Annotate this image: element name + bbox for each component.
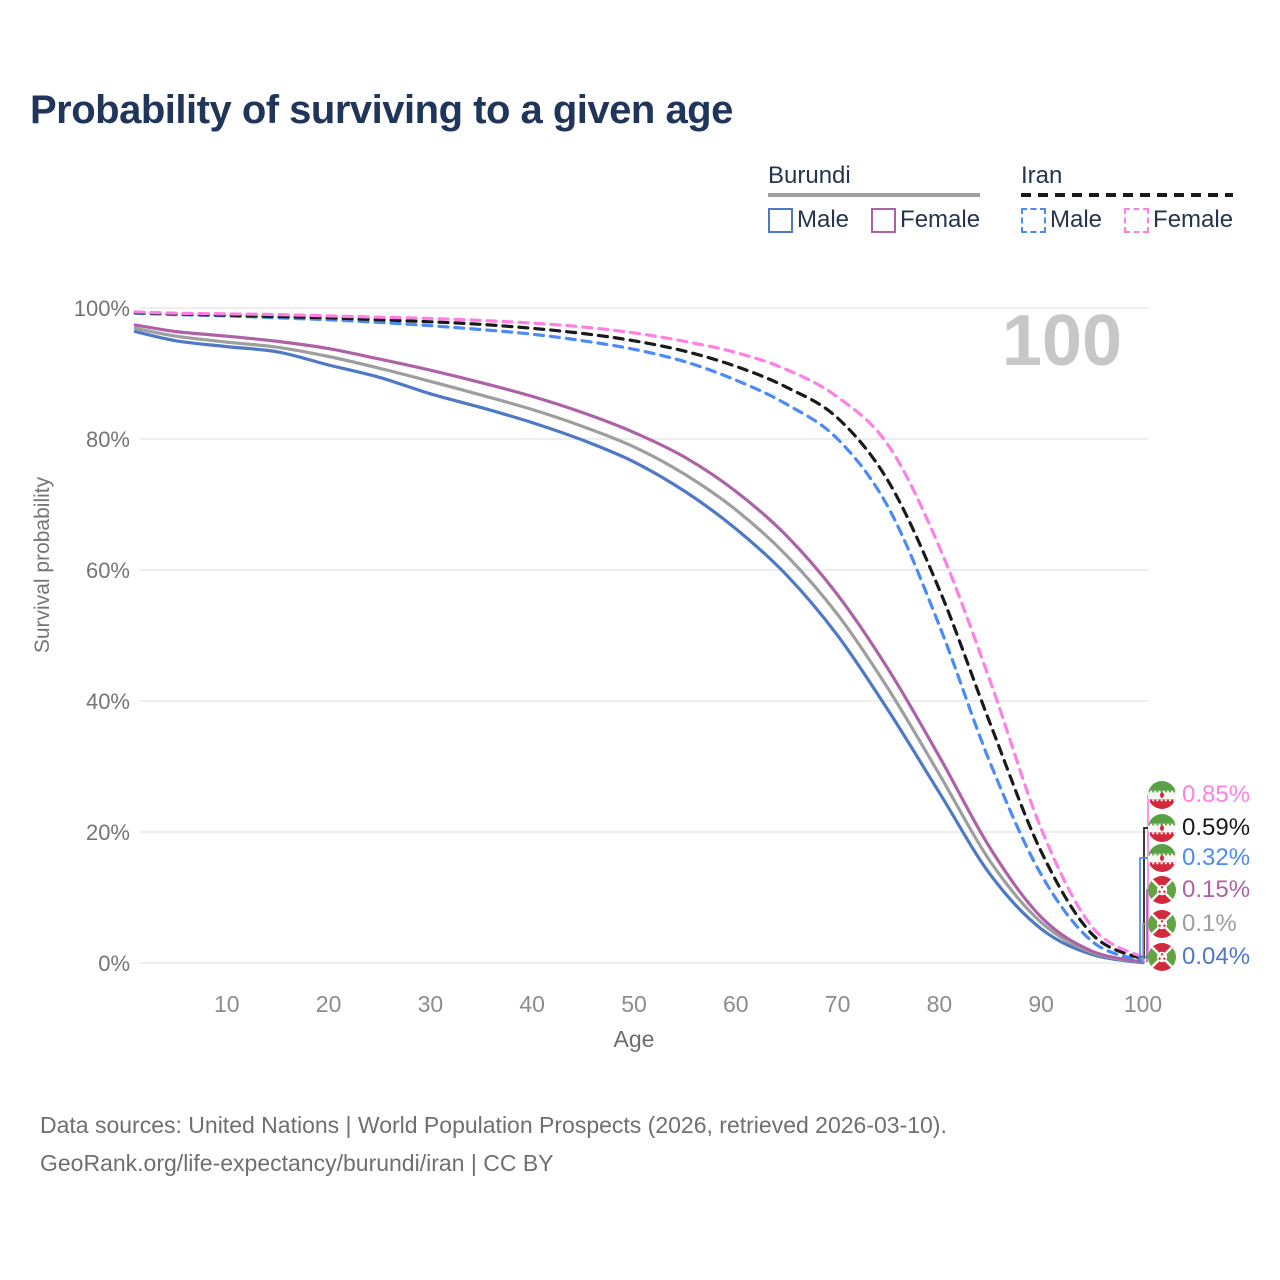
legend-burundi-line-sample: [768, 193, 981, 197]
legend-group-iran: Iran Male Female: [1021, 162, 1234, 234]
page-title: Probability of surviving to a given age: [30, 88, 733, 132]
end-label-iran-female: 0.85%: [1148, 780, 1250, 810]
iran-flag-icon: [1148, 814, 1176, 842]
y-tick-label: 40%: [86, 689, 130, 714]
source-url-line: GeoRank.org/life-expectancy/burundi/iran…: [40, 1150, 554, 1176]
end-value: 0.85%: [1182, 781, 1251, 808]
burundi-flag-icon: [1148, 876, 1176, 904]
legend-item-iran-female[interactable]: Female: [1124, 206, 1233, 234]
curve-burundi-both[interactable]: [133, 326, 1145, 964]
y-tick-label: 80%: [86, 427, 130, 452]
age-counter-watermark: 100: [1001, 301, 1122, 381]
end-value: 0.04%: [1182, 943, 1251, 970]
x-tick-label: 20: [316, 991, 342, 1017]
burundi-male-swatch: [768, 207, 793, 233]
x-tick-label: 100: [1124, 991, 1162, 1017]
x-tick-label: 80: [927, 991, 953, 1017]
end-label-burundi-female: 0.15%: [1148, 875, 1250, 905]
end-value: 0.15%: [1182, 876, 1251, 903]
legend-burundi-label: Burundi: [768, 162, 851, 189]
legend-iran-line-sample: [1021, 193, 1234, 197]
legend-item-burundi-male[interactable]: Male: [768, 206, 849, 234]
footer: Data sources: United Nations | World Pop…: [40, 1106, 947, 1182]
iran-flag-icon: [1148, 781, 1176, 809]
x-tick-label: 50: [621, 991, 647, 1017]
burundi-flag-icon: [1148, 910, 1176, 938]
end-label-iran-male: 0.32%: [1148, 843, 1250, 873]
legend-item-burundi-female[interactable]: Female: [871, 206, 980, 234]
label-connector: [1138, 956, 1150, 963]
iran-male-swatch: [1021, 207, 1046, 233]
curve-iran-female[interactable]: [133, 310, 1145, 959]
x-axis-title: Age: [613, 1026, 655, 1052]
y-tick-label: 20%: [86, 820, 130, 845]
burundi-flag-icon: [1148, 943, 1176, 971]
curve-iran-male[interactable]: [133, 311, 1145, 963]
x-tick-label: 30: [418, 991, 444, 1017]
curve-iran-both[interactable]: [133, 311, 1145, 961]
end-label-burundi-male: 0.04%: [1148, 942, 1250, 972]
iran-flag-icon: [1148, 844, 1176, 872]
x-tick-label: 10: [214, 991, 240, 1017]
y-tick-label: 0%: [98, 951, 130, 976]
curve-burundi-female[interactable]: [133, 323, 1145, 964]
end-label-burundi-both: 0.1%: [1148, 909, 1237, 939]
legend-item-label: Male: [797, 206, 850, 233]
legend-item-iran-male[interactable]: Male: [1021, 206, 1102, 234]
y-axis-title: Survival probability: [31, 476, 54, 654]
x-tick-label: 90: [1028, 991, 1054, 1017]
end-value: 0.59%: [1182, 814, 1251, 841]
y-tick-label: 100%: [74, 296, 130, 321]
legend-iran-label: Iran: [1021, 162, 1063, 189]
end-value: 0.1%: [1182, 910, 1237, 937]
x-tick-label: 70: [825, 991, 851, 1017]
data-sources-line: Data sources: United Nations | World Pop…: [40, 1112, 947, 1138]
legend-item-label: Male: [1050, 206, 1103, 233]
burundi-female-swatch: [871, 207, 897, 233]
legend-item-label: Female: [1153, 206, 1234, 233]
curve-burundi-male[interactable]: [133, 330, 1145, 965]
end-label-iran-both: 0.59%: [1148, 813, 1250, 843]
legend-item-label: Female: [900, 206, 981, 233]
end-value: 0.32%: [1182, 844, 1251, 871]
x-tick-label: 60: [723, 991, 749, 1017]
legend-group-burundi: Burundi Male Female: [768, 162, 981, 234]
label-connector: [1139, 857, 1150, 961]
y-tick-label: 60%: [86, 558, 130, 583]
iran-female-swatch: [1124, 207, 1150, 233]
x-tick-label: 40: [519, 991, 545, 1017]
